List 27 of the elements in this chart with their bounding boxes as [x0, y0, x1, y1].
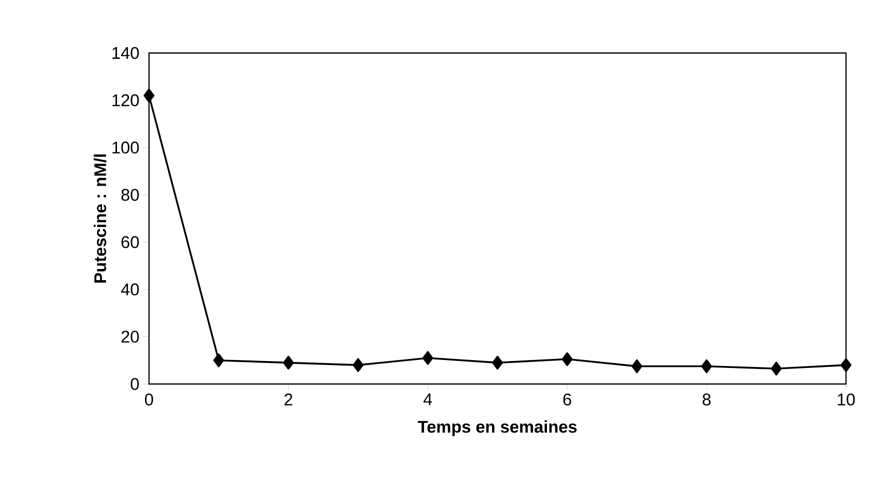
point [422, 351, 434, 365]
point [701, 359, 712, 374]
y-axis-title: Putescine : nM/l [94, 154, 106, 283]
x-axis-title: Temps en semaines [418, 420, 577, 436]
point [213, 353, 224, 368]
y-tick-label: 120 [112, 94, 139, 106]
x-tick-label: 4 [423, 394, 432, 406]
y-tick-label: 60 [122, 236, 139, 248]
point [770, 362, 782, 376]
y-tick-label: 100 [112, 142, 139, 154]
point [352, 358, 364, 372]
x-tick-label: 8 [702, 394, 711, 406]
x-tick-label: 10 [838, 394, 855, 406]
point [283, 356, 294, 370]
x-tick-label: 6 [563, 394, 572, 406]
y-tick-label: 140 [112, 46, 139, 59]
point [562, 352, 573, 366]
point [492, 356, 503, 370]
point [840, 358, 852, 372]
point [144, 88, 154, 102]
y-tick-label: 40 [121, 283, 139, 296]
y-tick-label: 20 [122, 330, 139, 343]
y-tick-label: 80 [121, 188, 139, 201]
point [632, 359, 642, 374]
y-tick-label: 0 [130, 378, 139, 390]
x-tick-label: 0 [144, 394, 154, 406]
x-tick-label: 2 [284, 394, 292, 406]
